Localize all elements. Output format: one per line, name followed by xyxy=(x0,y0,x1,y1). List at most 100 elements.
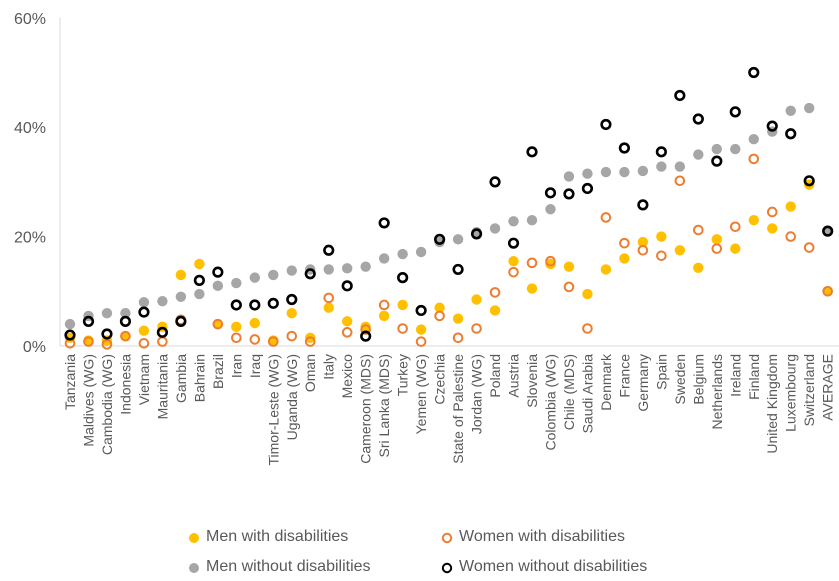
x-tick-label: Sweden xyxy=(672,354,688,405)
data-point xyxy=(101,307,113,319)
filled-circle-icon xyxy=(188,561,200,573)
data-point xyxy=(563,261,575,272)
data-point xyxy=(378,310,390,322)
data-point xyxy=(619,166,630,178)
data-point xyxy=(64,329,76,341)
x-tick-label: Timor-Leste (WG) xyxy=(265,354,281,465)
data-point xyxy=(249,272,260,283)
data-point xyxy=(82,315,95,327)
data-point xyxy=(637,236,649,248)
x-tick-label: Luxembourg xyxy=(783,354,799,432)
data-point xyxy=(582,288,593,300)
data-point xyxy=(489,223,501,234)
data-point xyxy=(748,66,760,79)
data-point xyxy=(582,168,593,179)
x-tick-label: Oman xyxy=(302,354,318,392)
data-point xyxy=(415,336,427,347)
data-point xyxy=(600,118,612,131)
data-point xyxy=(711,143,722,155)
x-tick-label: Germany xyxy=(635,354,651,412)
data-point xyxy=(64,318,76,330)
data-point xyxy=(360,261,371,272)
x-tick-label: Brazil xyxy=(210,354,226,389)
data-point xyxy=(231,332,242,344)
series-0 xyxy=(64,179,833,346)
data-point xyxy=(397,248,408,260)
data-point xyxy=(693,224,704,236)
data-point xyxy=(637,165,649,177)
data-point xyxy=(175,315,187,327)
legend-item-women-without-disabilities: Women without disabilities xyxy=(441,558,647,576)
x-tick-label: Slovenia xyxy=(524,354,540,408)
data-point xyxy=(434,310,445,322)
data-point xyxy=(323,244,335,256)
data-point xyxy=(231,321,242,333)
legend-item-men-without-disabilities: Men without disabilities xyxy=(188,558,371,576)
data-point xyxy=(803,175,815,187)
data-point xyxy=(397,323,408,334)
x-axis-category-labels: Tanzania Maldives (WG) Cambodia (WG) Indone… xyxy=(62,353,836,465)
data-point xyxy=(526,146,538,158)
legend-label: Men with disabilities xyxy=(206,528,349,545)
data-point xyxy=(619,253,630,264)
legend-label: Women with disabilities xyxy=(459,528,625,545)
data-point xyxy=(581,182,594,195)
data-point xyxy=(157,295,168,307)
data-point xyxy=(471,294,482,305)
data-point xyxy=(692,113,704,125)
data-point xyxy=(711,243,723,254)
data-point xyxy=(526,257,538,269)
x-tick-label: Finland xyxy=(746,354,762,400)
data-point xyxy=(544,187,557,199)
data-point xyxy=(711,234,722,245)
x-tick-label: Maldives (WG) xyxy=(80,354,96,447)
data-point xyxy=(341,327,353,338)
data-point xyxy=(748,134,759,145)
x-tick-label: Mexico xyxy=(339,354,355,399)
data-point xyxy=(508,256,519,267)
data-point xyxy=(138,306,150,318)
filled-circle-icon xyxy=(188,531,200,543)
data-point xyxy=(822,286,833,297)
data-point xyxy=(415,246,427,258)
data-point xyxy=(471,323,482,334)
chart-legend: Men with disabilities Women with disabil… xyxy=(188,524,708,580)
data-point xyxy=(693,262,704,273)
data-point xyxy=(341,280,353,292)
data-point xyxy=(693,149,704,160)
data-point xyxy=(766,120,778,132)
data-point xyxy=(175,269,187,281)
data-point xyxy=(545,204,556,215)
data-point xyxy=(119,315,132,327)
data-point xyxy=(545,255,556,267)
y-tick-label: 0% xyxy=(23,339,46,356)
data-point xyxy=(748,153,760,165)
data-point xyxy=(655,146,667,158)
data-point xyxy=(286,265,297,276)
x-tick-label: Yemen (WG) xyxy=(413,354,429,434)
chart-axes xyxy=(59,17,839,347)
data-point xyxy=(378,217,390,229)
data-point xyxy=(83,336,94,347)
x-tick-label: Cambodia (WG) xyxy=(99,354,115,455)
data-point xyxy=(508,216,519,227)
y-tick-label: 20% xyxy=(14,230,46,247)
data-point xyxy=(803,242,815,253)
data-point xyxy=(120,330,131,342)
open-circle-icon xyxy=(441,561,453,574)
data-point xyxy=(637,199,649,211)
data-point xyxy=(286,330,298,342)
x-tick-label: Uganda (WG) xyxy=(284,354,300,440)
x-tick-label: France xyxy=(616,354,632,398)
data-point xyxy=(138,325,150,336)
data-point xyxy=(212,280,224,292)
data-point xyxy=(785,128,797,140)
data-point xyxy=(785,201,796,212)
data-point xyxy=(618,142,631,154)
data-point xyxy=(323,264,334,275)
data-point xyxy=(286,307,297,319)
data-point xyxy=(323,292,335,304)
x-tick-label: Ireland xyxy=(727,354,743,397)
x-tick-label: Sri Lanka (MDS) xyxy=(376,354,392,457)
data-point xyxy=(323,302,334,313)
